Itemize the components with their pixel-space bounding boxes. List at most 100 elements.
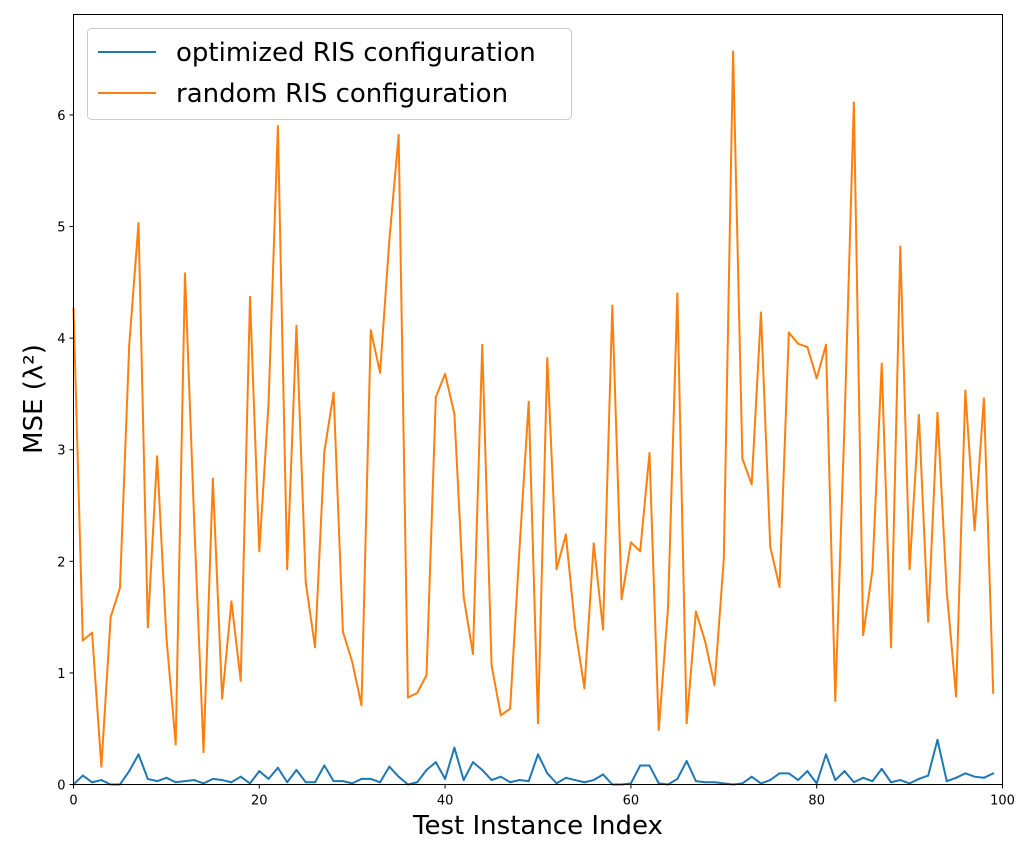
data-point-random bbox=[992, 691, 995, 694]
data-point-optimized bbox=[397, 775, 400, 778]
data-point-random bbox=[341, 630, 344, 633]
data-point-random bbox=[982, 397, 985, 400]
data-point-optimized bbox=[341, 780, 344, 783]
data-point-random bbox=[314, 646, 317, 649]
x-tick-label: 80 bbox=[808, 794, 825, 809]
data-point-optimized bbox=[555, 782, 558, 785]
data-point-random bbox=[509, 707, 512, 710]
y-axis-ticks: 0 1 2 3 4 5 6 bbox=[57, 109, 74, 794]
data-point-random bbox=[481, 343, 484, 346]
x-tick-label: 40 bbox=[437, 794, 454, 809]
data-point-optimized bbox=[880, 767, 883, 770]
data-point-optimized bbox=[964, 772, 967, 775]
data-point-optimized bbox=[314, 781, 317, 784]
data-point-random bbox=[267, 401, 270, 404]
data-point-random bbox=[927, 620, 930, 623]
data-point-optimized bbox=[453, 746, 456, 749]
data-point-random bbox=[323, 450, 326, 453]
legend-box bbox=[87, 28, 572, 120]
data-point-random bbox=[769, 545, 772, 548]
series-line-optimized bbox=[72, 738, 994, 786]
data-point-random bbox=[657, 728, 660, 731]
data-point-random bbox=[704, 640, 707, 643]
x-tick-label: 0 bbox=[69, 794, 77, 809]
data-point-optimized bbox=[146, 777, 149, 780]
data-point-optimized bbox=[369, 777, 372, 780]
data-point-optimized bbox=[239, 775, 242, 778]
data-point-optimized bbox=[537, 753, 539, 756]
data-point-random bbox=[964, 389, 967, 392]
data-point-optimized bbox=[416, 781, 419, 784]
data-point-optimized bbox=[286, 781, 289, 784]
data-point-optimized bbox=[769, 779, 772, 782]
data-point-random bbox=[379, 371, 382, 374]
data-point-random bbox=[174, 743, 177, 746]
data-point-random bbox=[444, 372, 447, 375]
data-point-random bbox=[880, 362, 883, 365]
data-point-random bbox=[843, 420, 846, 423]
data-point-random bbox=[592, 542, 595, 545]
data-point-random bbox=[499, 714, 502, 717]
data-point-optimized bbox=[490, 779, 493, 782]
legend-label-random: random RIS configuration bbox=[176, 79, 508, 109]
y-tick-label: 4 bbox=[57, 332, 65, 347]
data-point-random bbox=[369, 329, 372, 332]
legend-label-optimized: optimized RIS configuration bbox=[176, 38, 536, 68]
data-point-random bbox=[676, 292, 679, 295]
data-point-optimized bbox=[193, 779, 196, 782]
data-point-optimized bbox=[583, 781, 586, 784]
data-point-random bbox=[852, 101, 855, 104]
data-point-optimized bbox=[713, 781, 716, 784]
data-point-optimized bbox=[787, 772, 790, 775]
data-point-optimized bbox=[917, 777, 920, 780]
data-point-random bbox=[351, 660, 354, 663]
data-point-random bbox=[732, 50, 735, 53]
x-tick-label: 100 bbox=[990, 794, 1015, 809]
data-point-optimized bbox=[183, 780, 186, 783]
data-point-optimized bbox=[824, 753, 827, 756]
data-point-random bbox=[490, 664, 493, 667]
data-point-random bbox=[834, 699, 837, 702]
data-point-optimized bbox=[249, 782, 252, 785]
data-point-random bbox=[276, 125, 279, 128]
data-point-optimized bbox=[304, 781, 307, 784]
data-point-optimized bbox=[778, 772, 781, 775]
data-point-optimized bbox=[323, 764, 326, 767]
data-point-optimized bbox=[704, 781, 707, 784]
data-point-optimized bbox=[295, 768, 298, 771]
data-point-optimized bbox=[546, 772, 549, 775]
data-point-optimized bbox=[574, 779, 577, 782]
y-tick-label: 2 bbox=[57, 555, 65, 570]
data-point-random bbox=[629, 541, 632, 544]
data-point-optimized bbox=[676, 777, 679, 780]
data-point-optimized bbox=[518, 779, 521, 782]
data-point-optimized bbox=[685, 760, 688, 763]
data-point-random bbox=[583, 687, 586, 690]
data-point-optimized bbox=[992, 772, 995, 775]
data-point-optimized bbox=[639, 764, 642, 767]
data-point-random bbox=[667, 606, 670, 609]
data-point-random bbox=[211, 477, 214, 480]
data-point-optimized bbox=[890, 781, 893, 784]
data-point-random bbox=[156, 455, 159, 458]
data-point-optimized bbox=[871, 780, 874, 783]
data-point-random bbox=[462, 596, 465, 599]
data-point-random bbox=[936, 411, 939, 414]
y-axis-label: MSE (λ²) bbox=[19, 344, 49, 454]
data-point-random bbox=[899, 245, 902, 248]
data-point-optimized bbox=[91, 781, 94, 784]
data-point-random bbox=[555, 568, 558, 571]
y-tick-label: 5 bbox=[57, 221, 65, 236]
data-point-random bbox=[574, 627, 577, 630]
data-point-optimized bbox=[862, 776, 865, 779]
data-point-random bbox=[815, 377, 818, 380]
data-point-optimized bbox=[927, 774, 930, 777]
data-point-optimized bbox=[722, 782, 725, 785]
data-point-random bbox=[118, 587, 121, 590]
data-point-random bbox=[249, 295, 252, 298]
data-point-random bbox=[388, 238, 391, 241]
data-point-optimized bbox=[174, 781, 177, 784]
data-point-optimized bbox=[759, 782, 762, 785]
y-tick-label: 1 bbox=[57, 667, 65, 682]
data-point-optimized bbox=[332, 780, 335, 783]
